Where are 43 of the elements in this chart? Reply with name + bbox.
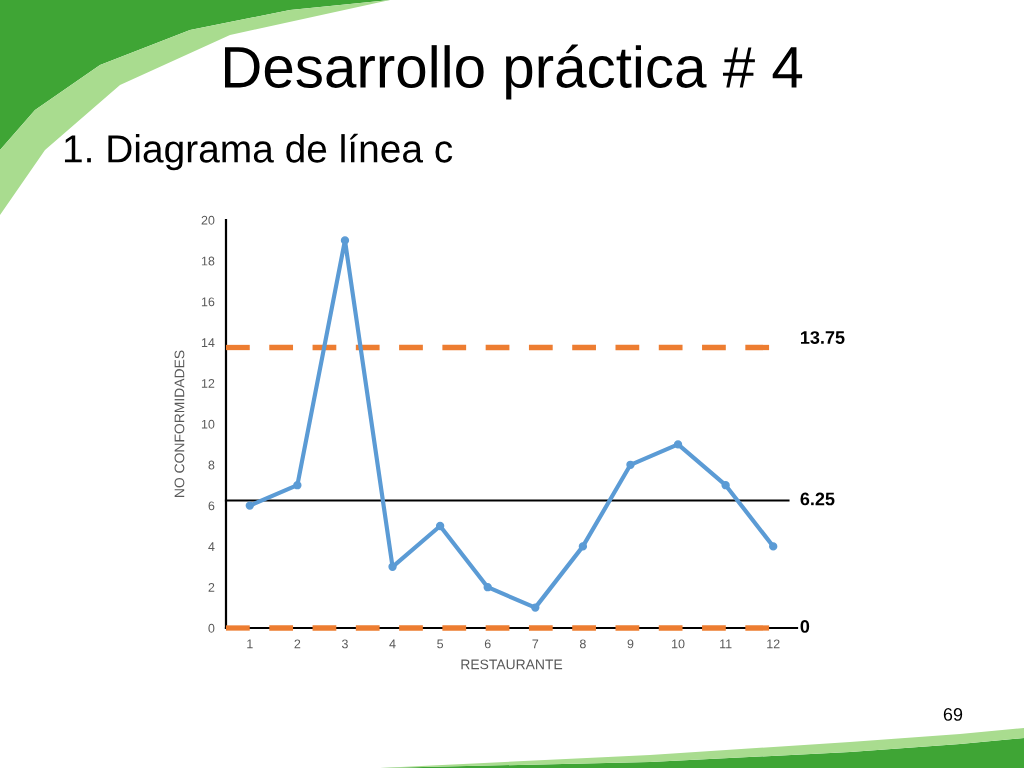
x-tick-label: 9: [627, 639, 634, 649]
x-tick-label: 7: [532, 639, 539, 649]
y-tick-label: 12: [201, 379, 215, 388]
point: [531, 603, 540, 612]
x-tick-label: 6: [484, 639, 491, 649]
point: [245, 501, 254, 510]
y-tick-label: 4: [208, 542, 215, 551]
x-tick-label: 2: [294, 639, 301, 649]
x-tick-label: 10: [672, 639, 685, 649]
x-tick-label: 3: [341, 639, 348, 649]
y-tick-label: 16: [201, 297, 215, 307]
x-tick-label: 12: [767, 639, 780, 649]
chart-title: Desarrollo práctica # 4: [225, 44, 803, 100]
y-tick-label: 6: [208, 501, 215, 511]
y-tick-label: 2: [208, 583, 215, 592]
x-axis-title: RESTAURANTE: [461, 659, 563, 670]
chart-subtitle: 1. Diagrama de línea c: [64, 133, 453, 171]
y-tick-label: 10: [201, 419, 215, 429]
text: 69: [943, 708, 963, 721]
y-tick-label: 20: [201, 215, 215, 225]
x-tick-label: 5: [437, 639, 444, 649]
point: [293, 481, 302, 490]
ref-line-label: 6.25: [800, 492, 835, 506]
y-tick-label: 18: [201, 256, 215, 266]
x-tick-label: 4: [389, 639, 396, 649]
x-tick-label: 11: [720, 639, 732, 649]
point: [673, 440, 683, 449]
point: [626, 460, 635, 469]
point: [340, 236, 350, 245]
y-axis-title: NO CONFORMIDADES: [174, 350, 185, 497]
point: [483, 583, 492, 592]
point: [578, 542, 588, 551]
point: [769, 542, 778, 551]
y-tick-label: 0: [208, 623, 215, 633]
ref-line-label: 0: [800, 620, 810, 633]
y-tick-label: 8: [208, 460, 215, 470]
y-tick-label: 14: [201, 338, 215, 347]
point: [721, 481, 730, 490]
point: [435, 521, 445, 531]
x-tick-label: 8: [579, 639, 586, 649]
x-tick-label: 1: [247, 639, 253, 649]
point: [388, 562, 397, 571]
ref-line-label: 13.75: [800, 331, 845, 344]
